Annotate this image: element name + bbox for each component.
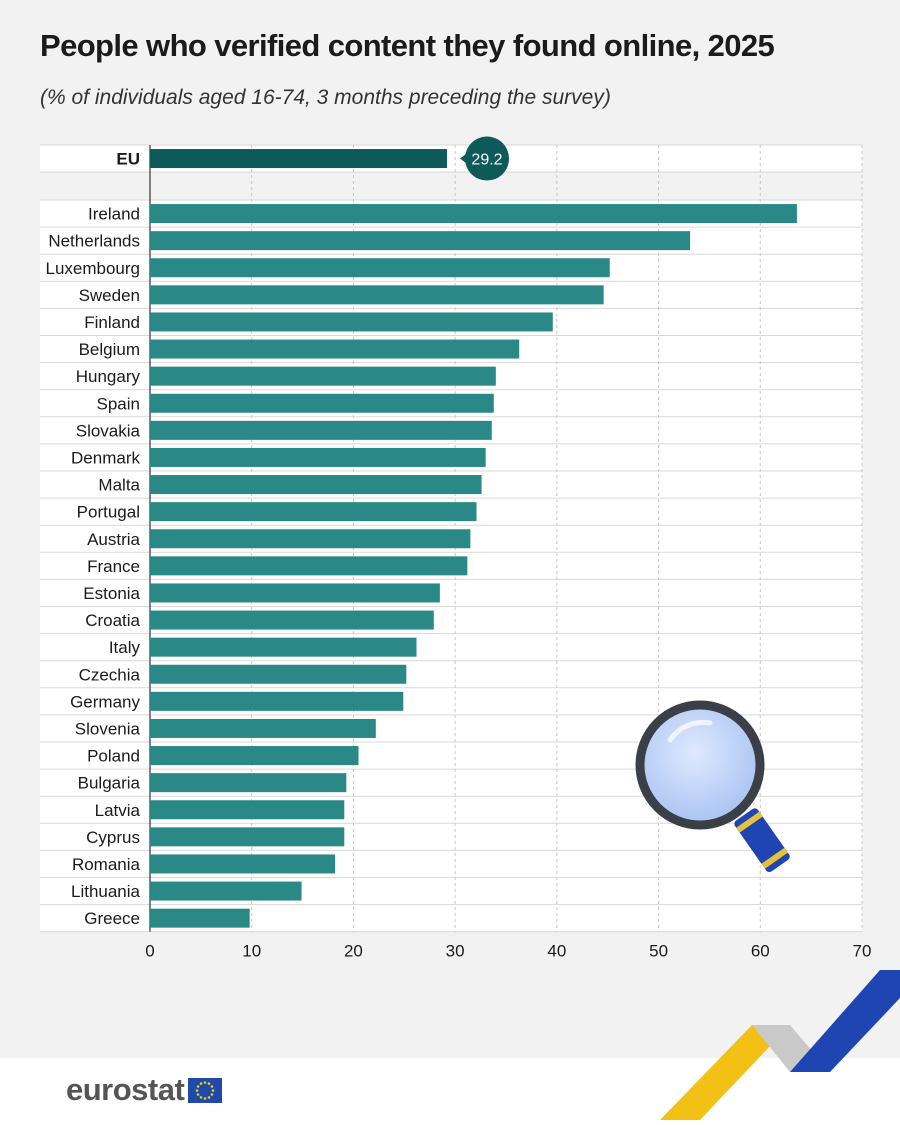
bar-EU [150,149,448,169]
category-label-portugal: Portugal [77,503,140,522]
bar-slovakia [150,420,492,440]
bar-finland [150,312,553,332]
category-label-romania: Romania [72,855,141,874]
x-tick-label: 40 [547,942,566,961]
eu-flag-icon [188,1077,223,1103]
callout-bubble [465,136,510,181]
bar-france [150,556,468,576]
category-label-belgium: Belgium [79,340,140,359]
category-label-estonia: Estonia [83,584,140,603]
bar-portugal [150,502,477,522]
x-tick-label: 30 [446,942,465,961]
x-tick-label: 60 [751,942,770,961]
chart-title: People who verified content they found o… [40,28,775,63]
bar-sweden [150,285,604,305]
footer-band [0,1058,900,1125]
bar-lithuania [150,881,302,901]
bar-malta [150,475,482,495]
category-label-sweden: Sweden [79,286,140,305]
category-label-spain: Spain [97,394,140,413]
x-tick-label: 10 [242,942,261,961]
bar-romania [150,854,336,874]
eurostat-logo: eurostat [66,1072,223,1108]
category-label-slovenia: Slovenia [75,719,141,738]
bar-hungary [150,366,496,386]
x-tick-label: 20 [344,942,363,961]
bar-germany [150,691,404,711]
category-label-cyprus: Cyprus [86,828,140,847]
x-tick-label: 70 [853,942,872,961]
category-label-austria: Austria [87,530,140,549]
bar-greece [150,908,250,928]
category-label-italy: Italy [109,638,141,657]
callout-value-label: 29.2 [471,152,502,169]
category-label-malta: Malta [98,476,140,495]
category-label-hungary: Hungary [76,367,141,386]
category-label-denmark: Denmark [71,448,140,467]
category-label-greece: Greece [84,909,140,928]
logo-text: eurostat [66,1072,185,1107]
brand-ribbon-icon [660,970,900,1120]
category-label-bulgaria: Bulgaria [78,774,141,793]
bar-poland [150,746,359,766]
bar-belgium [150,339,520,359]
category-label-ireland: Ireland [88,205,140,224]
bar-italy [150,637,417,657]
category-label-czechia: Czechia [79,665,141,684]
magnifier-icon [635,700,790,873]
bar-czechia [150,664,407,684]
bar-spain [150,393,494,413]
bar-ireland [150,204,797,224]
bar-chart: EU 29.2 Ireland Netherlands Luxembourg Sweden… [40,136,872,961]
x-tick-label: 0 [145,942,154,961]
bar-austria [150,529,471,549]
category-label-france: France [87,557,140,576]
category-label-luxembourg: Luxembourg [45,259,140,278]
bar-latvia [150,800,345,820]
category-label-latvia: Latvia [95,801,141,820]
category-label-finland: Finland [84,313,140,332]
category-label-croatia: Croatia [85,611,140,630]
category-label-poland: Poland [87,747,140,766]
bar-slovenia [150,718,376,738]
bar-cyprus [150,827,345,847]
bar-netherlands [150,231,691,251]
category-label-germany: Germany [70,692,140,711]
category-label-EU: EU [116,150,140,169]
bar-denmark [150,447,486,467]
category-label-slovakia: Slovakia [76,421,141,440]
bar-bulgaria [150,773,347,793]
chart-subtitle: (% of individuals aged 16-74, 3 months p… [40,86,611,109]
bar-croatia [150,610,434,630]
category-label-netherlands: Netherlands [48,232,140,251]
x-tick-label: 50 [649,942,668,961]
category-label-lithuania: Lithuania [71,882,141,901]
bar-estonia [150,583,440,603]
bar-luxembourg [150,258,610,278]
